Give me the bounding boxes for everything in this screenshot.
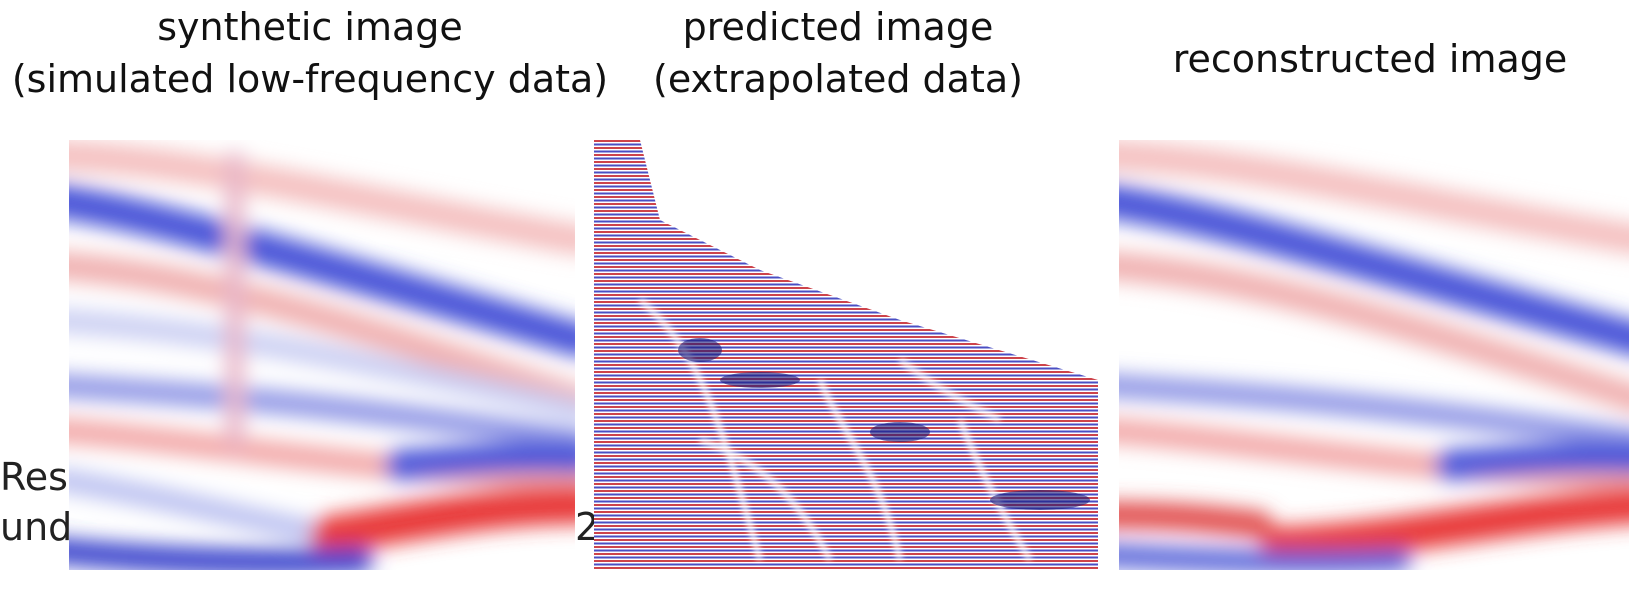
synthetic-image: [50, 140, 580, 570]
panel-subtitle: (extrapolated data): [653, 57, 1023, 101]
predicted-image: [594, 140, 1098, 570]
panel-subtitle: (simulated low-frequency data): [12, 57, 608, 101]
figure: Res und 2 synthetic image (simulated low…: [0, 0, 1629, 594]
panel-title: synthetic image: [157, 5, 463, 49]
panel-title: predicted image: [683, 5, 994, 49]
background-text: Res: [0, 455, 68, 499]
page: Res und 2 synthetic image (simulated low…: [0, 0, 1629, 594]
background-text: und: [0, 505, 72, 549]
panel-title: reconstructed image: [1173, 37, 1568, 81]
reconstructed-image: [1100, 140, 1629, 570]
